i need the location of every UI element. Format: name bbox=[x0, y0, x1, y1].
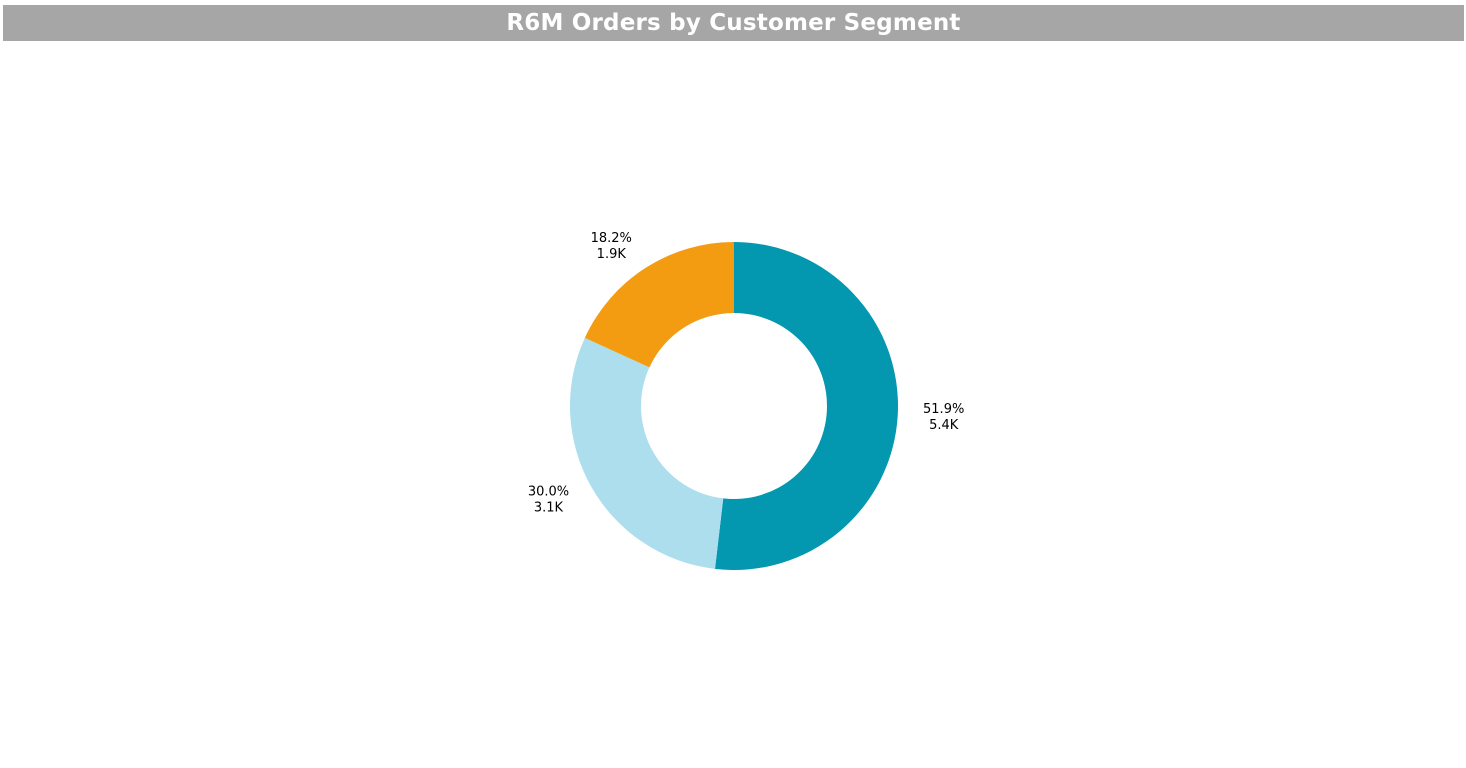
slice-label-3: 18.2% 1.9K bbox=[591, 231, 632, 262]
slice-percent-label-3: 18.2% bbox=[591, 231, 632, 246]
donut-slice-3[interactable] bbox=[584, 242, 734, 368]
chart-title-bar: R6M Orders by Customer Segment bbox=[3, 5, 1464, 41]
slice-percent-label-2: 30.0% bbox=[528, 484, 569, 499]
donut-slices bbox=[570, 242, 898, 570]
slice-value-label-1: 5.4K bbox=[929, 418, 959, 433]
slice-label-2: 30.0% 3.1K bbox=[528, 484, 569, 515]
slice-value-label-3: 1.9K bbox=[597, 247, 627, 262]
donut-slice-1[interactable] bbox=[714, 242, 898, 570]
slice-value-label-2: 3.1K bbox=[534, 500, 564, 515]
slice-labels: 51.9% 5.4K 30.0% 3.1K 18.2% 1.9K bbox=[528, 231, 965, 515]
donut-slice-2[interactable] bbox=[570, 337, 724, 569]
chart-title: R6M Orders by Customer Segment bbox=[506, 10, 961, 36]
slice-label-1: 51.9% 5.4K bbox=[923, 402, 964, 433]
slice-percent-label-1: 51.9% bbox=[923, 402, 964, 417]
